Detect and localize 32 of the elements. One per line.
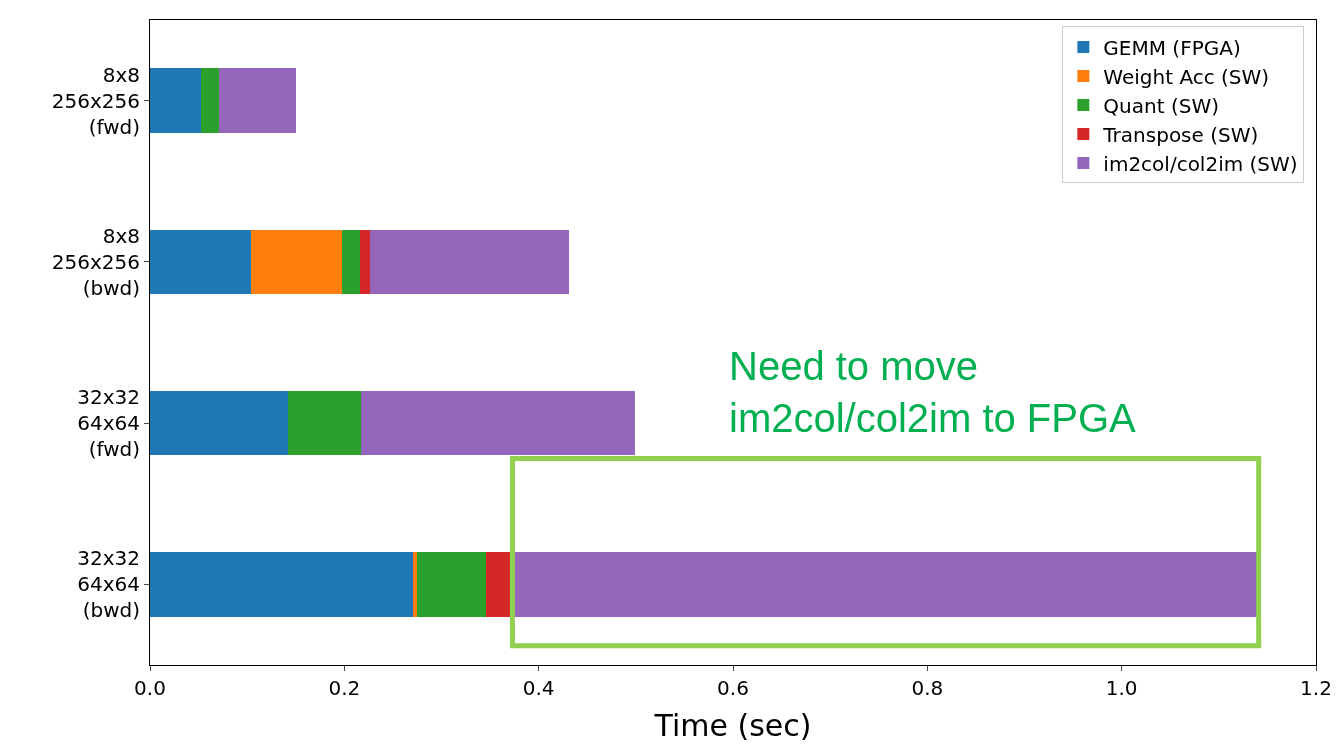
bar (218, 68, 296, 133)
x-tick-label: 0.2 (328, 676, 361, 700)
y-tick-label: 8x8 256x256 (fwd) (51, 62, 140, 139)
legend-label: GEMM (FPGA) (1103, 35, 1241, 60)
x-tick-label: 1.2 (1300, 676, 1332, 700)
y-tick-label: 32x32 64x64 (bwd) (77, 546, 140, 623)
bar (369, 229, 569, 295)
bar (150, 552, 414, 617)
bar (287, 390, 361, 456)
x-tick-label: 0.6 (717, 676, 749, 700)
bar (150, 68, 201, 133)
y-tick-label: 8x8 256x256 (bwd) (51, 223, 140, 300)
bar (251, 229, 343, 295)
bar (150, 229, 252, 295)
x-axis-title: Time (sec) (653, 707, 812, 743)
x-tick-label: 1.0 (1105, 676, 1138, 700)
x-tick-label: 0.0 (134, 676, 166, 700)
annotation: Need to move im2col/col2im to FPGA (729, 344, 1137, 440)
x-tick-label: 0.8 (911, 676, 944, 700)
legend-label: Weight Acc (SW) (1103, 64, 1270, 89)
bar (200, 68, 219, 133)
bar (360, 390, 635, 456)
bar (417, 552, 487, 617)
bar (150, 390, 288, 456)
bar (413, 552, 418, 617)
bar (342, 229, 360, 295)
legend-label: im2col/col2im (SW) (1103, 151, 1298, 176)
x-tick-label: 0.4 (522, 676, 555, 700)
bar (359, 229, 370, 295)
legend-label: Quant (SW) (1103, 93, 1219, 118)
legend-label: Transpose (SW) (1102, 122, 1259, 147)
y-tick-label: 32x32 64x64 (fwd) (77, 385, 140, 462)
